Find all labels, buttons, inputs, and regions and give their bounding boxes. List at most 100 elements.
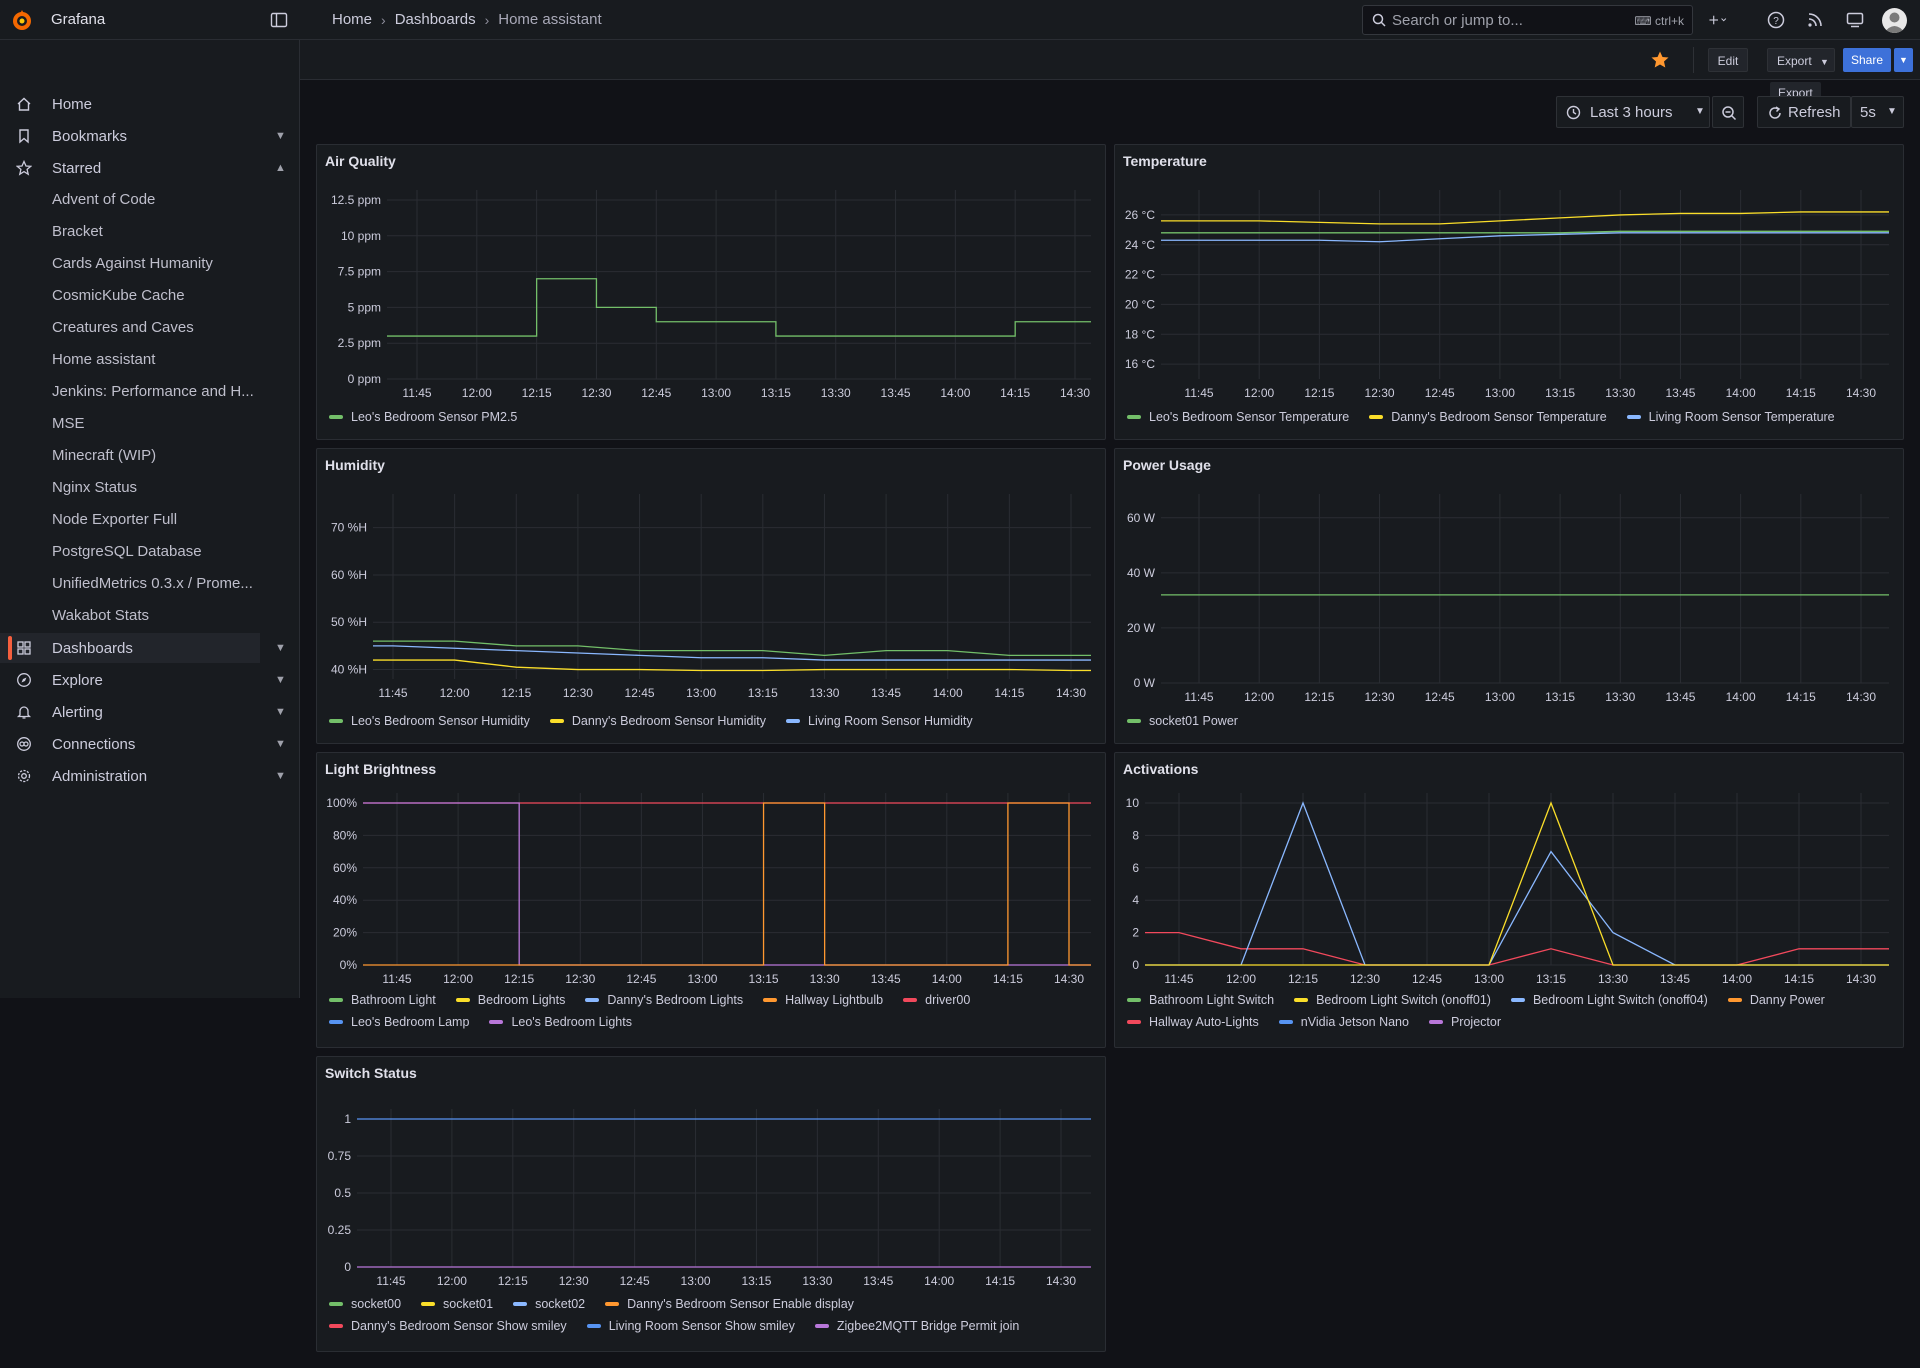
sidebar-item-starred[interactable]: Starred ▲	[0, 153, 300, 183]
legend-item[interactable]: Projector	[1428, 1015, 1501, 1029]
share-options-chevron-icon[interactable]: ▼	[1894, 48, 1913, 72]
add-new-icon[interactable]	[1708, 10, 1728, 30]
legend-label: driver00	[925, 993, 971, 1007]
legend-item[interactable]: Bathroom Light Switch	[1127, 993, 1274, 1007]
legend-item[interactable]: Living Room Sensor Show smiley	[586, 1319, 795, 1333]
chevron-down-icon[interactable]: ▼	[275, 706, 286, 718]
legend-item[interactable]: socket01	[421, 1297, 493, 1311]
export-button[interactable]: Export ▼	[1767, 48, 1835, 72]
sidebar-item-explore[interactable]: Explore ▼	[0, 665, 300, 695]
share-button[interactable]: Share	[1843, 48, 1891, 72]
starred-dashboard-link[interactable]: UnifiedMetrics 0.3.x / Prome...	[52, 575, 253, 592]
chevron-down-icon[interactable]: ▼	[275, 770, 286, 782]
legend-item[interactable]: Danny's Bedroom Sensor Show smiley	[329, 1319, 567, 1333]
x-tick-label: 14:00	[933, 686, 963, 700]
dock-menu-icon[interactable]	[270, 11, 288, 29]
legend-item[interactable]: Bedroom Lights	[455, 993, 565, 1007]
chevron-down-icon[interactable]: ▼	[275, 130, 286, 142]
chart-legend: Bathroom Light Switch Bedroom Light Switc…	[1127, 993, 1903, 1029]
chevron-down-icon[interactable]: ▼	[275, 674, 286, 686]
panel-switch-status[interactable]: Switch Status 1 0.75 0.5 0.25 0 11:45 12:00 12:…	[316, 1056, 1106, 1352]
starred-dashboard-link[interactable]: Jenkins: Performance and H...	[52, 383, 254, 400]
legend-item[interactable]: socket00	[329, 1297, 401, 1311]
legend-item[interactable]: Leo's Bedroom Lights	[489, 1015, 632, 1029]
legend-item[interactable]: Leo's Bedroom Lamp	[329, 1015, 469, 1029]
chevron-down-icon[interactable]: ▼	[275, 642, 286, 654]
starred-dashboard-link[interactable]: Creatures and Caves	[52, 319, 194, 336]
sidebar-item-alerting[interactable]: Alerting ▼	[0, 697, 300, 727]
x-tick-label: 12:00	[443, 972, 473, 986]
toolbar-divider	[1693, 47, 1694, 73]
kiosk-mode-icon[interactable]	[1845, 10, 1865, 30]
search-input[interactable]: Search or jump to... ⌨ ctrl+k	[1362, 5, 1693, 35]
legend-item[interactable]: Danny Power	[1727, 993, 1825, 1007]
legend-item[interactable]: Leo's Bedroom Sensor PM2.5	[329, 410, 517, 424]
legend-item[interactable]: Leo's Bedroom Sensor Humidity	[329, 714, 530, 728]
legend-item[interactable]: socket01 Power	[1127, 714, 1238, 728]
x-tick-label: 12:15	[504, 972, 534, 986]
zoom-out-button[interactable]	[1712, 96, 1744, 128]
legend-item[interactable]: socket02	[513, 1297, 585, 1311]
starred-dashboard-link[interactable]: Advent of Code	[52, 191, 156, 208]
x-tick-label: 13:30	[802, 1274, 832, 1288]
sidebar-item-home[interactable]: Home	[0, 89, 300, 119]
legend-item[interactable]: Bedroom Light Switch (onoff04)	[1510, 993, 1708, 1007]
legend-label: Danny's Bedroom Sensor Humidity	[571, 714, 766, 728]
panel-activations[interactable]: Activations 10 8 6 4 2 0 11:45 12:00 12:15 12:30 1…	[1114, 752, 1904, 1048]
help-icon[interactable]: ?	[1766, 10, 1786, 30]
legend-item[interactable]: Hallway Auto-Lights	[1127, 1015, 1259, 1029]
legend-item[interactable]: Living Room Sensor Temperature	[1626, 410, 1835, 424]
starred-dashboard-link[interactable]: Nginx Status	[52, 479, 138, 496]
series-line	[1161, 230, 1889, 234]
panel-light-brightness[interactable]: Light Brightness 100% 80% 60% 40% 20% 0% 11:45…	[316, 752, 1106, 1048]
legend-item[interactable]: Danny's Bedroom Sensor Enable display	[605, 1297, 854, 1311]
starred-dashboard-link[interactable]: PostgreSQL Database	[52, 543, 202, 560]
panel-air-quality[interactable]: Air Quality 12.5 ppm 10 ppm 7.5 ppm 5 ppm 2.…	[316, 144, 1106, 440]
refresh-button[interactable]: Refresh	[1757, 96, 1851, 128]
legend-item[interactable]: Bathroom Light	[329, 993, 436, 1007]
legend-item[interactable]: Zigbee2MQTT Bridge Permit join	[814, 1319, 1019, 1333]
starred-dashboard-link[interactable]: Cards Against Humanity	[52, 255, 213, 272]
compass-icon	[17, 673, 31, 687]
breadcrumb-home[interactable]: Home	[332, 11, 373, 28]
panel-power-usage[interactable]: Power Usage 60 W 40 W 20 W 0 W 11:45 12:00 12:…	[1114, 448, 1904, 744]
legend-item[interactable]: Hallway Lightbulb	[763, 993, 883, 1007]
legend-item[interactable]: Danny's Bedroom Sensor Temperature	[1369, 410, 1607, 424]
legend-swatch-icon	[1510, 998, 1525, 1002]
edit-button[interactable]: Edit	[1708, 48, 1748, 72]
user-avatar[interactable]	[1882, 8, 1907, 33]
legend-item[interactable]: Living Room Sensor Humidity	[786, 714, 973, 728]
legend-swatch-icon	[1369, 415, 1384, 419]
chevron-down-icon[interactable]: ▼	[275, 738, 286, 750]
starred-dashboard-link[interactable]: Node Exporter Full	[52, 511, 178, 528]
chevron-up-icon[interactable]: ▲	[275, 162, 286, 174]
sidebar-item-connections[interactable]: Connections ▼	[0, 729, 300, 759]
starred-dashboard-link[interactable]: Minecraft (WIP)	[52, 447, 157, 464]
legend-item[interactable]: Bedroom Light Switch (onoff01)	[1294, 993, 1491, 1007]
panel-humidity[interactable]: Humidity 70 %H 60 %H 50 %H 40 %H 11:45 12:00 1…	[316, 448, 1106, 744]
legend-item[interactable]: nVidia Jetson Nano	[1278, 1015, 1409, 1029]
panel-temperature[interactable]: Temperature 26 °C 24 °C 22 °C 20 °C 18 °C 16 …	[1114, 144, 1904, 440]
sidebar-item-label: Home	[52, 95, 93, 113]
news-feed-icon[interactable]	[1805, 10, 1825, 30]
starred-dashboard-link[interactable]: Home assistant	[52, 351, 156, 368]
time-range-picker[interactable]: Last 3 hours ▼	[1556, 96, 1710, 128]
legend-item[interactable]: Danny's Bedroom Sensor Humidity	[549, 714, 766, 728]
starred-star-icon[interactable]	[1650, 50, 1670, 70]
legend-item[interactable]: Leo's Bedroom Sensor Temperature	[1127, 410, 1349, 424]
legend-item[interactable]: driver00	[903, 993, 970, 1007]
grafana-logo-icon[interactable]	[10, 8, 34, 32]
starred-dashboard-link[interactable]: CosmicKube Cache	[52, 287, 185, 304]
refresh-interval-picker[interactable]: 5s ▼	[1851, 96, 1904, 128]
x-tick-label: 11:45	[402, 386, 431, 400]
starred-dashboard-link[interactable]: MSE	[52, 415, 85, 432]
legend-item[interactable]: Danny's Bedroom Lights	[585, 993, 743, 1007]
starred-dashboard-link[interactable]: Wakabot Stats	[52, 607, 149, 624]
starred-dashboard-link[interactable]: Bracket	[52, 223, 103, 240]
x-tick-label: 14:30	[1046, 1274, 1076, 1288]
legend-swatch-icon	[814, 1324, 829, 1328]
sidebar-item-bookmarks[interactable]: Bookmarks ▼	[0, 121, 300, 151]
sidebar-item-dashboards[interactable]: Dashboards ▼	[0, 633, 286, 663]
sidebar-item-administration[interactable]: Administration ▼	[0, 761, 300, 791]
breadcrumb-dashboards[interactable]: Dashboards	[394, 11, 476, 28]
